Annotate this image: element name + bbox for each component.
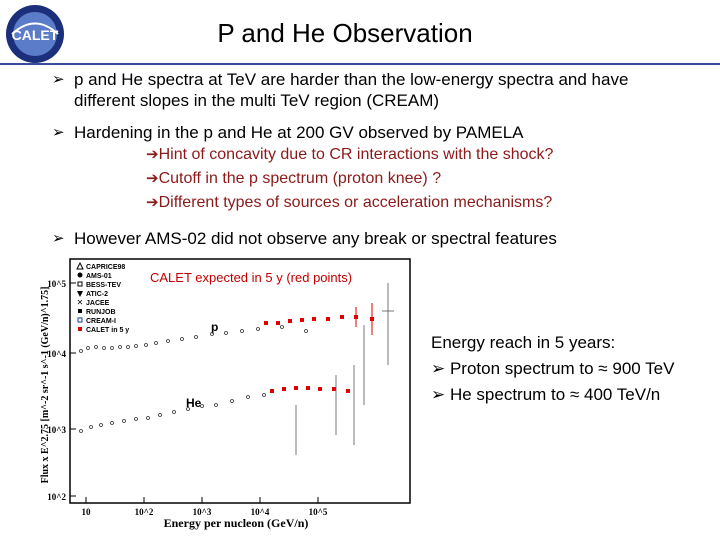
bullet-arrow-icon: ➢ (52, 71, 65, 88)
legend-entry: ATIC-2 (86, 291, 108, 298)
page-title: P and He Observation (0, 18, 690, 49)
legend-entry: CALET in 5 y (86, 327, 129, 334)
y-tick: 10^3 (47, 425, 66, 435)
helium-errorbars (295, 365, 355, 455)
energy-reach-item-1: ➢ Proton spectrum to ≈ 900 TeV (431, 358, 674, 379)
bullet-1-line2: different slopes in the multi TeV region… (74, 91, 440, 110)
proton-cream-errorbars (363, 283, 394, 405)
svg-text:✕: ✕ (77, 298, 84, 307)
right-arrow-icon: ➔ (146, 194, 159, 211)
bullet-arrow-icon: ➢ (52, 124, 65, 141)
title-text: P and He Observation (217, 18, 473, 48)
calet-logo: CALET (6, 5, 64, 63)
bullet-3-line1: However AMS-02 did not observe any break… (74, 229, 557, 248)
subpoint-3: ➔Different types of sources or accelerat… (146, 193, 552, 213)
helium-calet-points (270, 386, 350, 393)
legend-entry: CREAM-I (86, 318, 116, 325)
subpoint-3-text: Different types of sources or accelerati… (158, 194, 553, 211)
legend-entry: CAPRICE98 (86, 264, 125, 271)
series-label-p: p (211, 320, 218, 334)
helium-points (79, 393, 266, 433)
subpoint-1: ➔Hint of concavity due to CR interaction… (146, 145, 553, 165)
y-tick: 10^4 (47, 349, 66, 359)
plot-annotation: CALET expected in 5 y (red points) (150, 270, 353, 285)
proton-points (79, 325, 308, 353)
legend-entry: RUNJOB (86, 309, 116, 316)
plot-legend: CAPRICE98 AMS-01 BESS-TEV ATIC-2 JACEE R… (86, 264, 129, 334)
x-tick: 10^2 (135, 507, 154, 517)
subpoint-2-text: Cutoff in the p spectrum (proton knee) ? (158, 170, 442, 187)
y-tick: 10^5 (47, 279, 66, 289)
series-label-he: He (186, 396, 202, 410)
energy-reach-item-1-text: Proton spectrum to ≈ 900 TeV (449, 359, 675, 378)
x-tick: 10^5 (309, 507, 328, 517)
legend-entry: BESS-TEV (86, 282, 121, 289)
logo-text: CALET (12, 27, 59, 43)
legend-entry: AMS-01 (86, 273, 112, 280)
plot-xlabel: Energy per nucleon (GeV/n) (164, 516, 309, 530)
y-tick: 10^2 (47, 492, 66, 502)
right-arrow-icon: ➔ (146, 170, 159, 187)
title-divider (0, 63, 720, 65)
energy-reach-item-2-text: He spectrum to ≈ 400 TeV/n (449, 385, 661, 404)
proton-calet-points (264, 315, 374, 325)
energy-reach-heading: Energy reach in 5 years: (431, 333, 616, 352)
legend-entry: JACEE (86, 300, 110, 307)
plot-ylabel: Flux x E^2.75 [m^-2 sr^-1 s^-1 (GeV/n)^1… (40, 287, 51, 484)
bullet-arrow-icon: ➢ (52, 230, 65, 247)
proton-calet-errorbars (355, 303, 373, 335)
x-tick: 10^4 (251, 507, 270, 517)
spectrum-plot: Flux x E^2.75 [m^-2 sr^-1 s^-1 (GeV/n)^1… (40, 258, 411, 530)
right-arrow-icon: ➔ (146, 146, 159, 163)
legend-markers: ✕ (76, 261, 84, 331)
subpoint-2: ➔Cutoff in the p spectrum (proton knee) … (146, 169, 441, 189)
tick-marks (70, 282, 319, 503)
subpoint-1-text: Hint of concavity due to CR interactions… (158, 146, 554, 163)
x-tick: 10^3 (193, 507, 212, 517)
bullet-arrow-icon: ➢ (431, 385, 450, 404)
bullet-1-line1: p and He spectra at TeV are harder than … (74, 70, 629, 89)
plot-frame (69, 258, 411, 504)
x-tick: 10 (82, 507, 92, 517)
energy-reach-item-2: ➢ He spectrum to ≈ 400 TeV/n (431, 384, 660, 405)
bullet-2-line1: Hardening in the p and He at 200 GV obse… (74, 123, 524, 142)
bullet-arrow-icon: ➢ (431, 359, 450, 378)
